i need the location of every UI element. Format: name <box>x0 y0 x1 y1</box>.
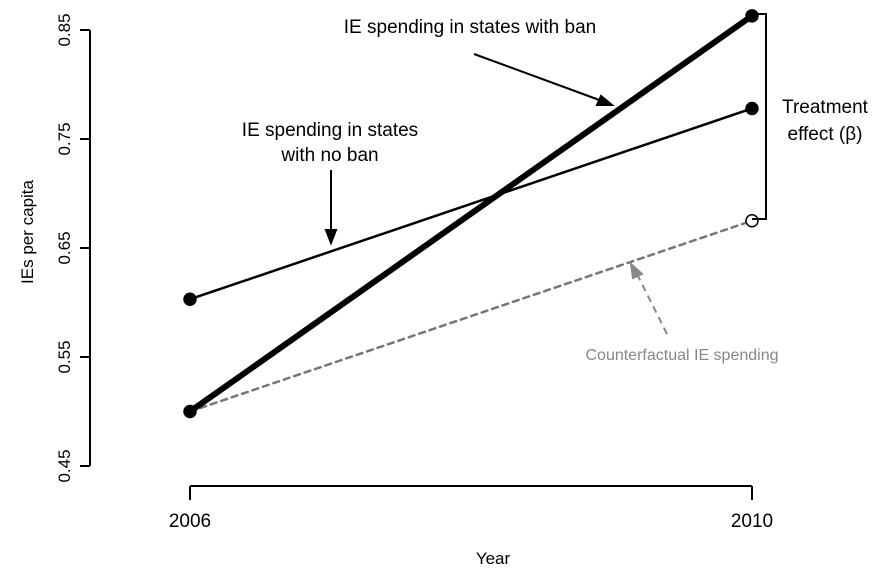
series-line-counterfactual <box>188 219 754 413</box>
x-tick-label-1: 2010 <box>731 511 773 532</box>
y-tick-label-3: 0.75 <box>55 122 74 155</box>
point-ban-0 <box>183 404 197 419</box>
series-line-ban <box>187 12 755 415</box>
no-ban-label-line2: with no ban <box>280 145 378 166</box>
y-tick-label-4: 0.85 <box>55 13 74 46</box>
no-ban-label-line1: IE spending in states <box>242 120 418 141</box>
point-ban-1 <box>745 9 759 23</box>
ban-label: IE spending in states with ban <box>344 17 596 38</box>
ban-arrow <box>473 53 615 106</box>
y-tick-label-1: 0.55 <box>55 340 74 373</box>
series-line-no_ban <box>188 107 754 301</box>
point-no_ban-0 <box>183 292 197 306</box>
no-ban-arrow <box>324 170 338 246</box>
treatment-label-line1: Treatment <box>782 97 869 118</box>
counterfactual-arrow <box>629 261 668 335</box>
point-no_ban-1 <box>745 101 759 116</box>
treatment-bracket <box>752 13 767 220</box>
point-counterfactual-1 <box>745 214 759 228</box>
x-axis-label: Year <box>476 549 511 568</box>
y-tick-label-0: 0.45 <box>55 449 74 482</box>
series-layer <box>183 9 759 419</box>
y-tick-label-2: 0.65 <box>55 231 74 264</box>
x-axis: 2006 2010 <box>169 485 773 532</box>
treatment-label-line2: effect (β) <box>788 124 863 145</box>
y-axis-label: IEs per capita <box>18 179 37 283</box>
counterfactual-label: Counterfactual IE spending <box>585 347 778 364</box>
x-tick-label-0: 2006 <box>169 511 211 532</box>
y-axis: 0.45 0.55 0.65 0.75 0.85 <box>55 13 91 483</box>
